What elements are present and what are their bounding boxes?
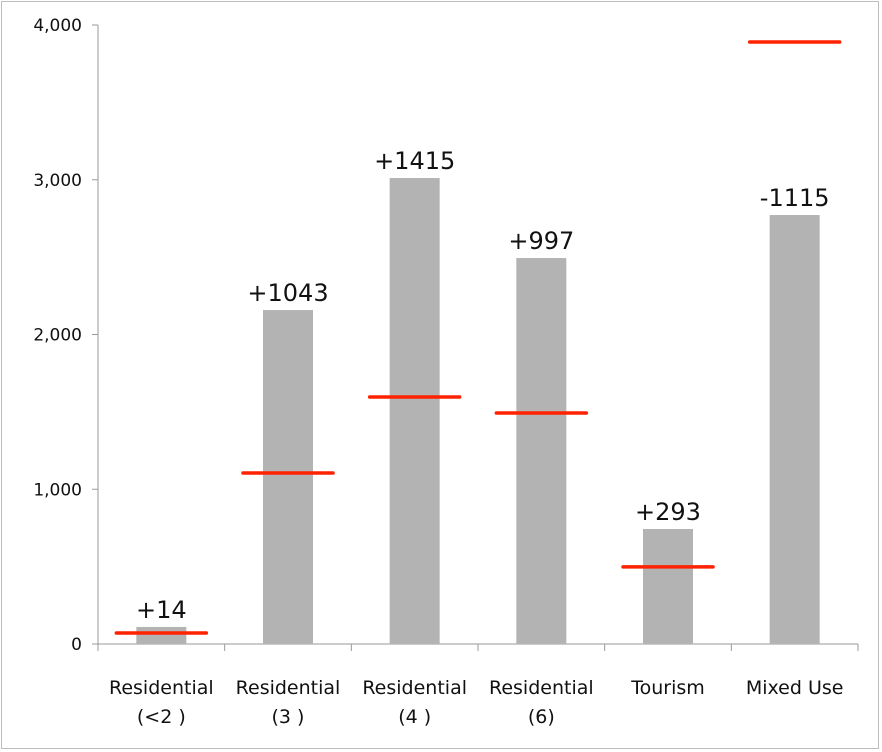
x-tick-label: Residential [362, 677, 467, 699]
x-tick-label-sub: (3 ) [272, 706, 305, 728]
y-tick-label: 2,000 [33, 326, 82, 346]
bar [643, 529, 693, 644]
x-tick-label-sub: (4 ) [398, 706, 431, 728]
data-label: +997 [508, 227, 574, 255]
x-tick-label: Residential [109, 677, 214, 699]
y-tick-label: 1,000 [33, 480, 82, 500]
x-tick-label: Mixed Use [746, 677, 844, 699]
x-tick-label: Tourism [630, 677, 705, 699]
data-label: +1415 [374, 147, 455, 175]
bar [389, 178, 440, 645]
data-label: +293 [635, 498, 701, 526]
y-tick-label: 4,000 [33, 16, 82, 36]
bar [769, 215, 820, 644]
bar [263, 310, 313, 644]
x-tick-label: Residential [236, 677, 341, 699]
y-tick-label: 3,000 [33, 171, 82, 191]
data-label: +1043 [247, 279, 328, 307]
bar [136, 626, 187, 644]
y-tick-label: 0 [71, 635, 82, 655]
data-label: +14 [136, 596, 187, 624]
x-tick-label-sub: (<2 ) [137, 706, 186, 728]
bar [516, 258, 567, 644]
x-tick-label: Residential [489, 677, 594, 699]
x-tick-label-sub: (6) [528, 706, 555, 728]
data-label: -1115 [760, 184, 830, 212]
